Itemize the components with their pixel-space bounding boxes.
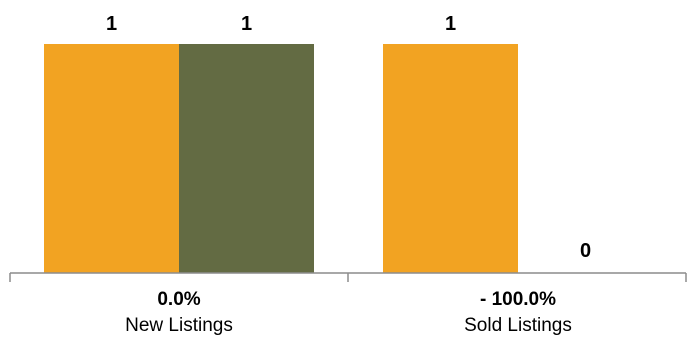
value-label: 1: [106, 13, 117, 35]
value-labels-layer: 1 1 1 0: [106, 13, 591, 262]
change-percent-label: - 100.0%: [480, 289, 556, 310]
category-label: New Listings: [125, 315, 233, 336]
category-label: Sold Listings: [464, 315, 572, 336]
change-percent-label: 0.0%: [157, 289, 200, 310]
value-label: 1: [445, 13, 456, 35]
value-label: 1: [241, 13, 252, 35]
value-label: 0: [580, 240, 591, 262]
category-labels-layer: 0.0% New Listings - 100.0% Sold Listings: [125, 289, 572, 336]
x-axis-ticks: [9, 273, 687, 282]
bar-1-sold-listings: [383, 44, 518, 273]
bars-layer: [44, 44, 518, 273]
bar-2-new-listings: [179, 44, 314, 273]
bar-1-new-listings: [44, 44, 179, 273]
